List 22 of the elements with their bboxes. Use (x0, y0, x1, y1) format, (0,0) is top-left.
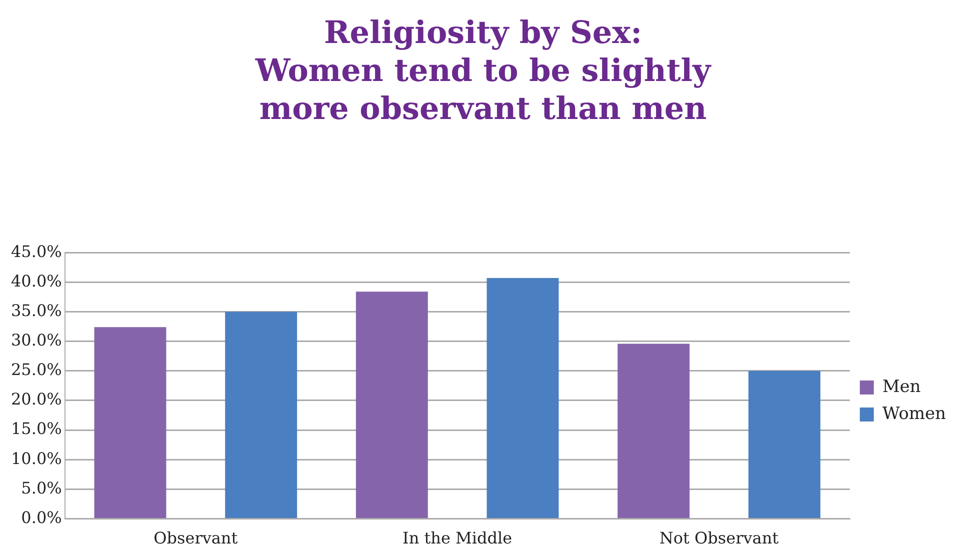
y-tick-label: 40.0% (11, 271, 62, 290)
x-tick-label: Not Observant (659, 528, 780, 548)
bar (356, 292, 428, 518)
y-tick-label: 25.0% (11, 360, 62, 380)
y-tick-label: 0.0% (21, 508, 62, 527)
y-tick-label: 30.0% (11, 330, 62, 350)
chart-title: Religiosity by Sex: Women tend to be slightly more observant than men (254, 14, 712, 128)
y-tick-label: 10.0% (11, 448, 62, 468)
y-tick-label: 5.0% (21, 478, 62, 498)
bar (486, 278, 559, 518)
x-tick-label: Observant (154, 528, 238, 548)
y-tick-label: 15.0% (11, 419, 62, 438)
y-tick-label: 45.0% (11, 242, 62, 261)
x-tick-label: In the Middle (402, 528, 512, 548)
bar (618, 344, 690, 518)
bar (94, 327, 166, 518)
y-tick-label: 20.0% (11, 390, 62, 409)
bar (225, 312, 298, 518)
bar (748, 370, 820, 518)
legend-label: Women (882, 404, 946, 424)
legend-label: Men (882, 376, 921, 397)
y-tick-label: 35.0% (11, 300, 62, 320)
